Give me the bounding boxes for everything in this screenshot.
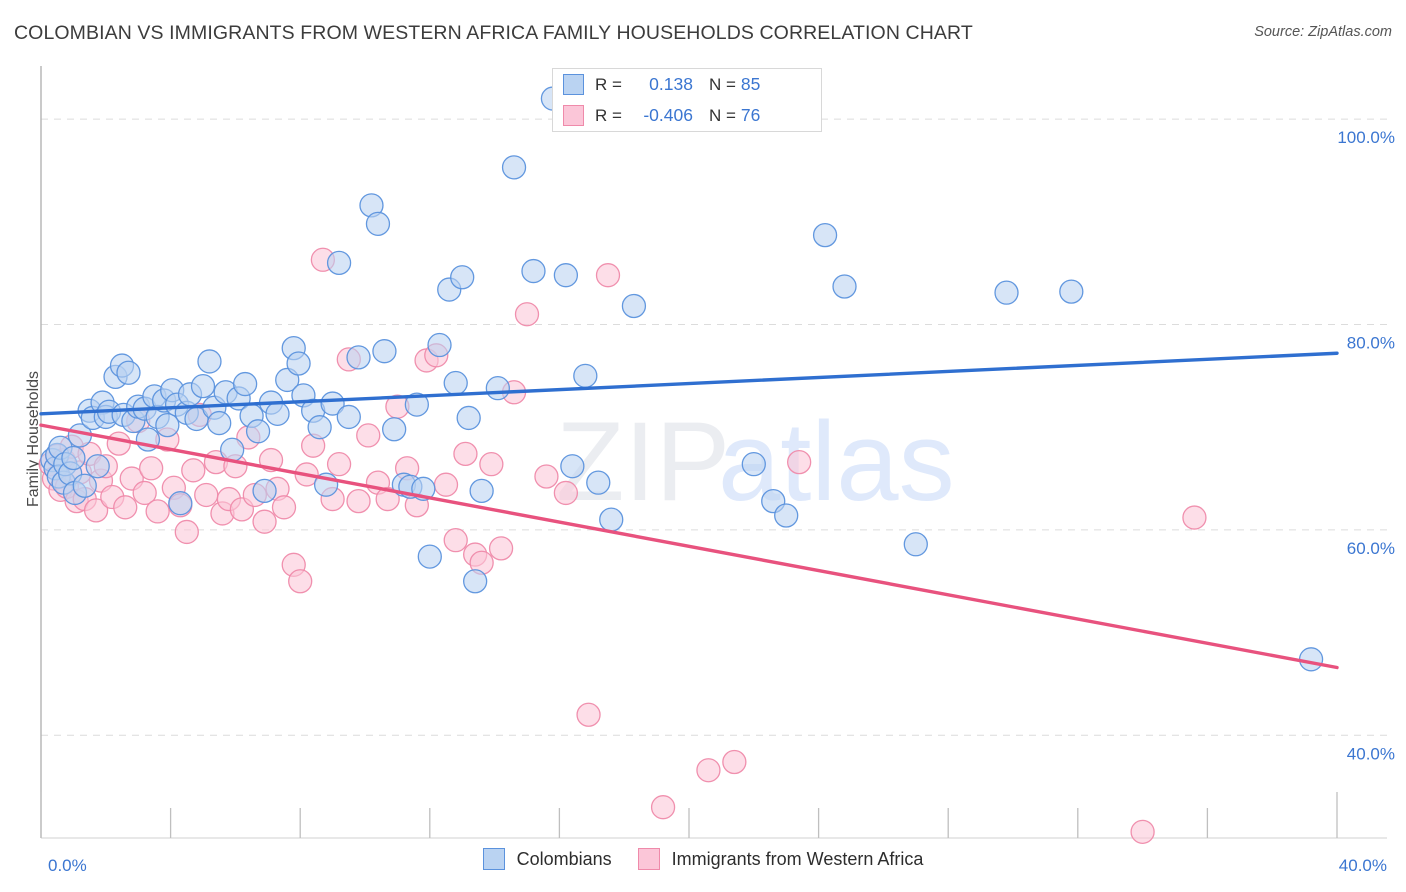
n-value-immigrants: 76 — [740, 105, 761, 125]
legend-color-immigrants-icon — [637, 848, 660, 870]
legend-item-immigrants[interactable]: Immigrants from Western Africa — [637, 848, 924, 870]
y-tick-label: 60.0% — [1347, 539, 1395, 558]
y-tick-label: 40.0% — [1347, 744, 1395, 763]
r-value-colombians: 0.138 — [649, 74, 693, 94]
watermark-zip: ZIP — [556, 399, 730, 524]
scatter-points-colombians[interactable] — [40, 86, 1324, 672]
legend-swatch-immigrants-icon — [563, 105, 584, 126]
r-value-immigrants: -0.406 — [643, 105, 693, 125]
trendlines — [39, 351, 1339, 670]
x-axis-labels: 0.0% 40.0% — [48, 856, 1387, 875]
n-value-colombians: 85 — [740, 74, 761, 94]
n-label-colombians: N = — [708, 74, 736, 94]
chart-legend: Colombians Immigrants from Western Afric… — [0, 848, 1406, 870]
scatter-points-immigrants-from-western-africa[interactable] — [38, 247, 1207, 844]
x-tick-label: 40.0% — [1339, 856, 1387, 875]
stats-row-colombians: R = 0.138 N = 85 — [553, 69, 821, 100]
legend-item-colombians[interactable]: Colombians — [482, 848, 612, 870]
legend-swatch-colombians-icon — [563, 74, 584, 95]
page-title: COLOMBIAN VS IMMIGRANTS FROM WESTERN AFR… — [14, 22, 973, 44]
source-attribution: Source: ZipAtlas.com — [1254, 24, 1392, 40]
watermark: ZIP atlas — [556, 399, 955, 524]
y-tick-label: 80.0% — [1347, 333, 1395, 352]
y-axis-labels: 100.0% 80.0% 60.0% 40.0% — [1337, 128, 1395, 763]
x-tick-label: 0.0% — [48, 856, 87, 875]
r-label-immigrants: R = — [595, 105, 622, 125]
x-axis-ticks — [40, 792, 1338, 838]
r-label-colombians: R = — [595, 74, 622, 94]
n-label-immigrants: N = — [708, 105, 736, 125]
correlation-stats-box: R = 0.138 N = 85 R = -0.406 N = 76 — [552, 68, 822, 132]
stats-row-immigrants: R = -0.406 N = 76 — [553, 100, 821, 131]
axis-lines — [40, 66, 1387, 839]
legend-color-colombians-icon — [482, 848, 505, 870]
legend-label-immigrants: Immigrants from Western Africa — [671, 848, 924, 869]
legend-label-colombians: Colombians — [516, 848, 612, 869]
y-tick-label: 100.0% — [1337, 128, 1395, 147]
